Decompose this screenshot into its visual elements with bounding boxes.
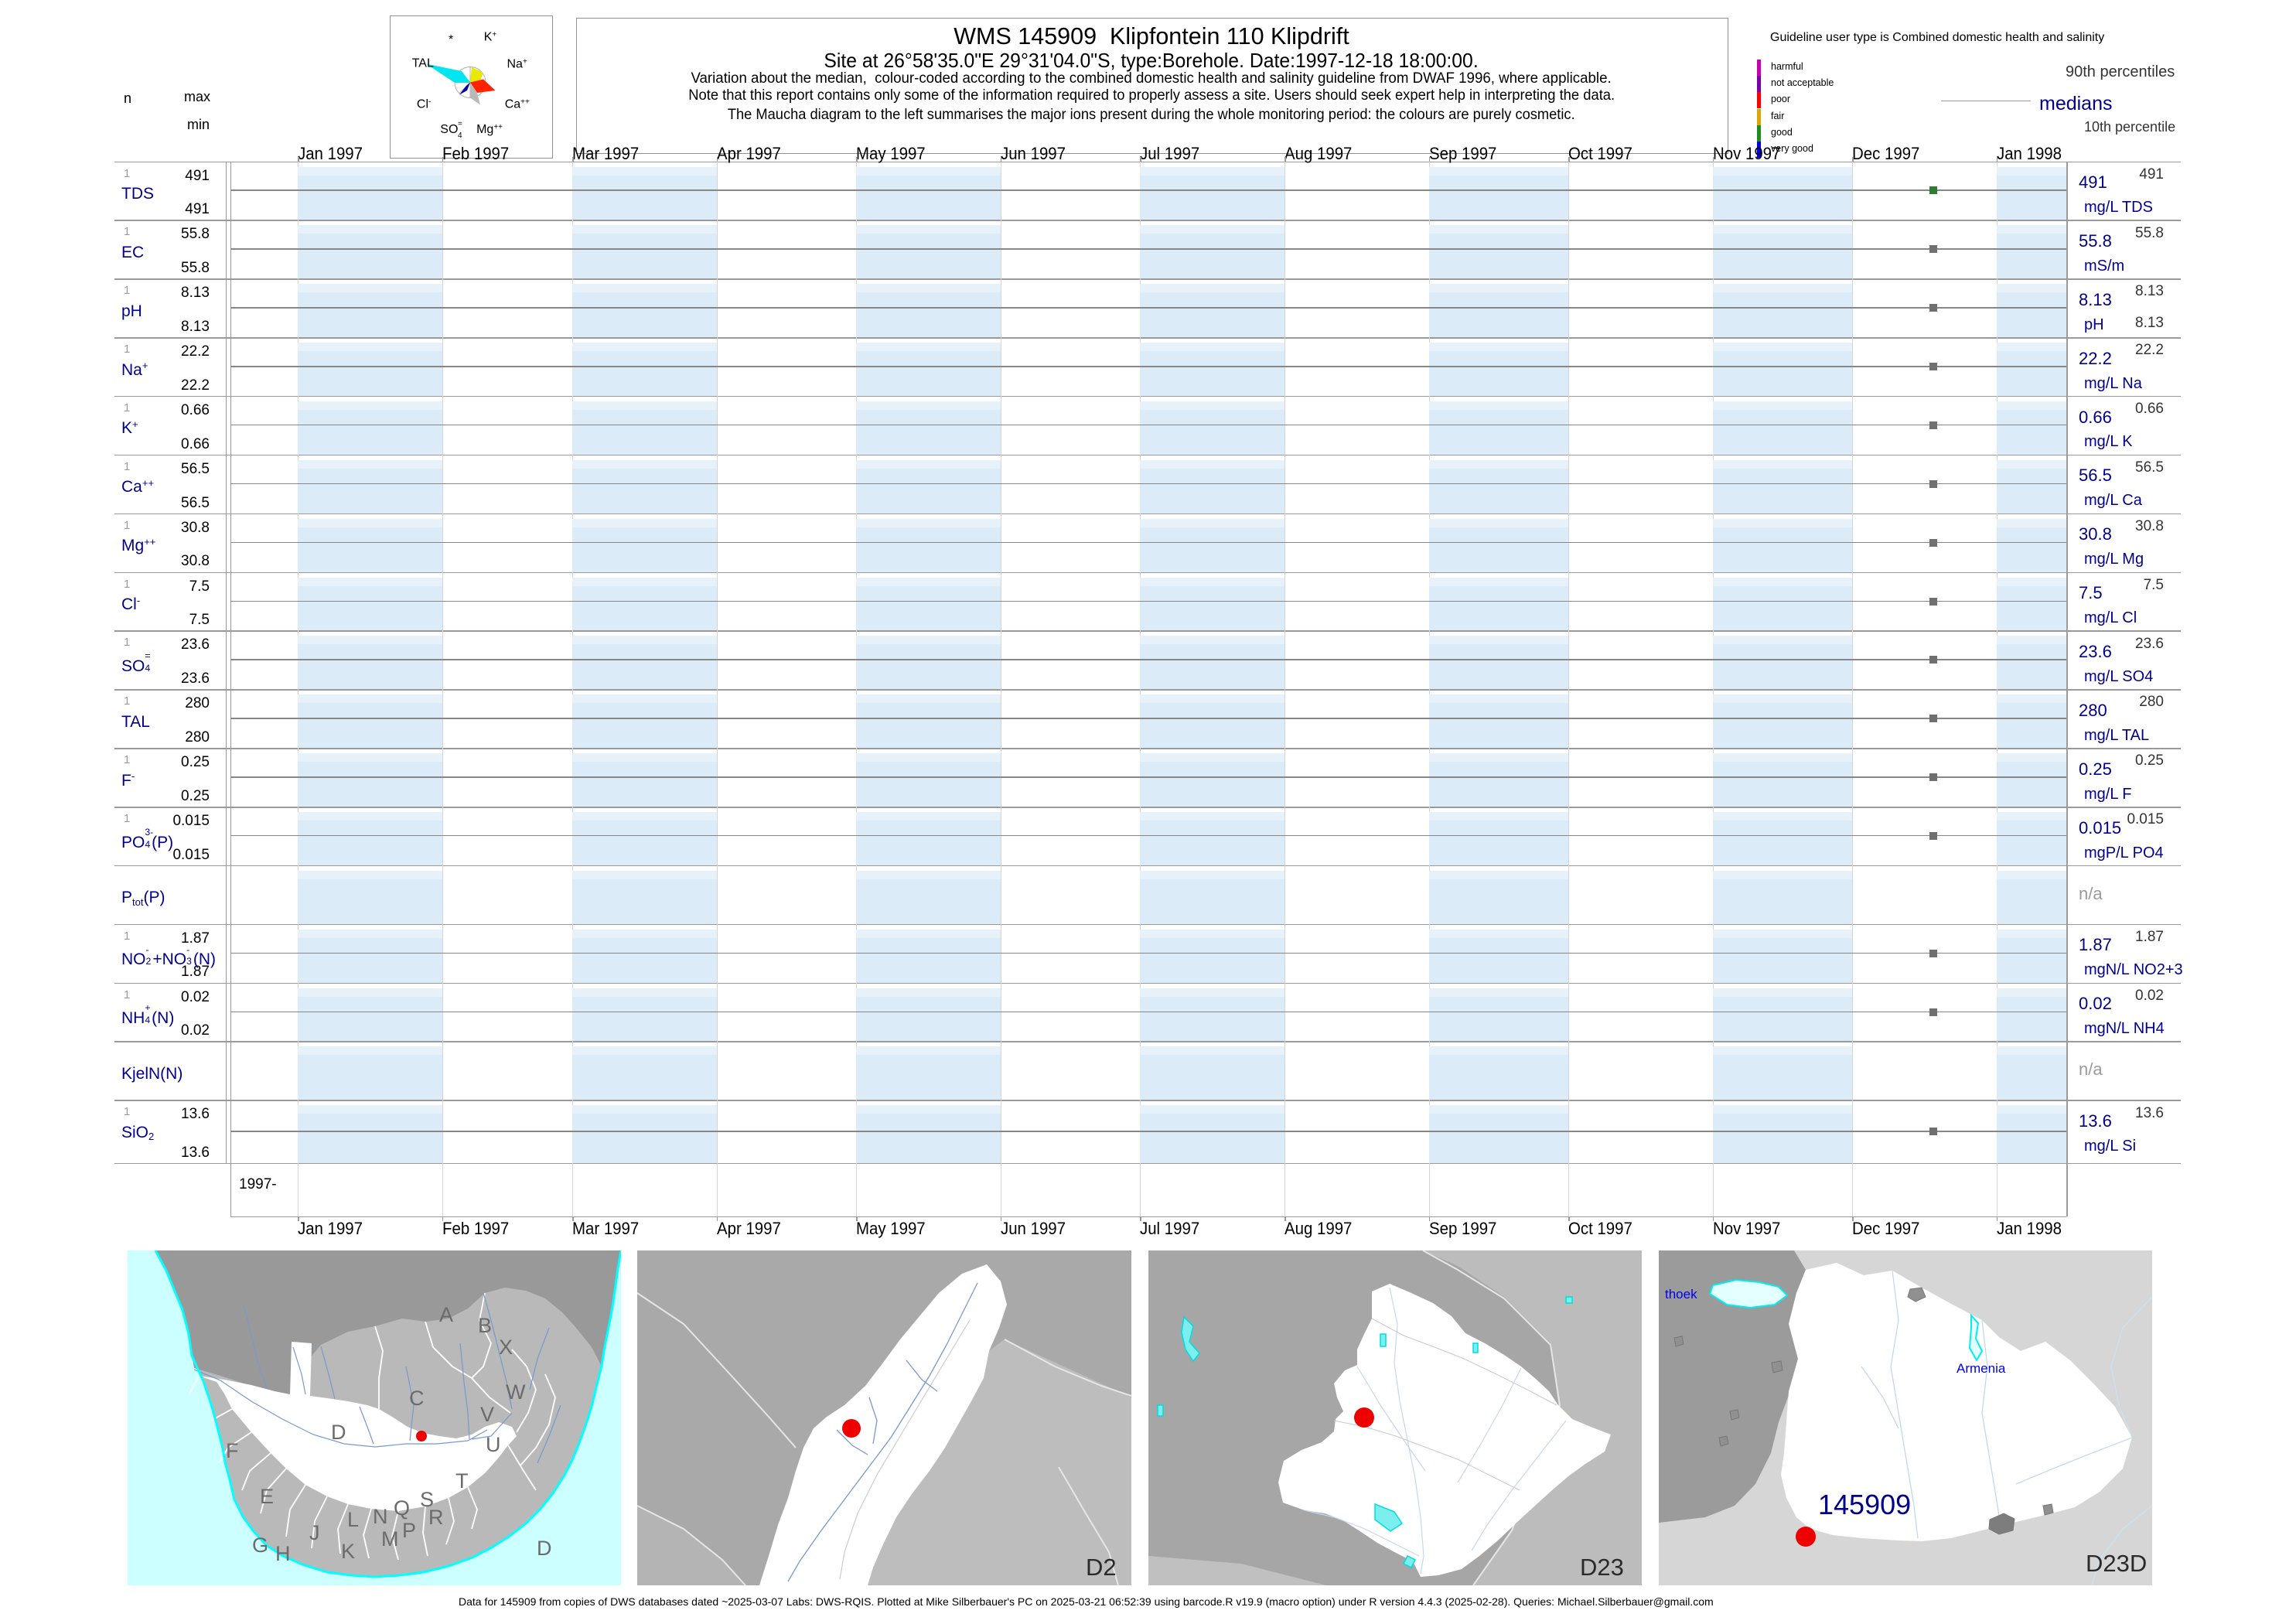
- svg-text:H: H: [275, 1542, 291, 1565]
- svg-text:K: K: [341, 1540, 355, 1563]
- svg-text:D: D: [331, 1421, 346, 1444]
- svg-text:thoek: thoek: [1665, 1287, 1697, 1302]
- svg-text:T: T: [455, 1469, 469, 1493]
- svg-text:X: X: [499, 1336, 513, 1359]
- svg-text:J: J: [309, 1521, 320, 1544]
- svg-text:V: V: [480, 1403, 494, 1426]
- svg-text:U: U: [486, 1433, 501, 1456]
- svg-text:=: =: [458, 120, 462, 128]
- svg-text:Cl-: Cl-: [417, 97, 431, 111]
- svg-text:Armenia: Armenia: [1957, 1361, 2006, 1376]
- svg-text:Na+: Na+: [507, 58, 527, 71]
- svg-text:C: C: [409, 1387, 425, 1410]
- svg-text:A: A: [439, 1303, 453, 1326]
- svg-text:D: D: [537, 1537, 552, 1560]
- svg-text:Q: Q: [394, 1496, 410, 1520]
- svg-text:M: M: [381, 1527, 399, 1551]
- svg-text:N: N: [373, 1505, 388, 1528]
- svg-text:145909: 145909: [1818, 1489, 1911, 1520]
- svg-text:Ca++: Ca++: [505, 97, 530, 111]
- svg-text:G: G: [252, 1534, 268, 1557]
- svg-text:R: R: [428, 1506, 444, 1529]
- svg-text:D23: D23: [1580, 1554, 1624, 1581]
- svg-text:D23D: D23D: [2086, 1550, 2147, 1577]
- svg-text:D2: D2: [1086, 1554, 1117, 1581]
- svg-text:S: S: [420, 1488, 434, 1511]
- svg-text:*: *: [449, 33, 453, 46]
- svg-text:SO: SO: [440, 123, 458, 136]
- svg-text:W: W: [506, 1380, 526, 1404]
- svg-text:4: 4: [458, 131, 462, 140]
- svg-text:TAL: TAL: [412, 57, 434, 70]
- svg-text:K+: K+: [484, 31, 497, 44]
- svg-text:F: F: [226, 1439, 239, 1462]
- svg-text:P: P: [402, 1519, 416, 1542]
- svg-text:E: E: [260, 1485, 274, 1508]
- svg-text:Mg++: Mg++: [476, 123, 503, 136]
- svg-text:B: B: [478, 1314, 492, 1337]
- svg-text:L: L: [347, 1508, 359, 1531]
